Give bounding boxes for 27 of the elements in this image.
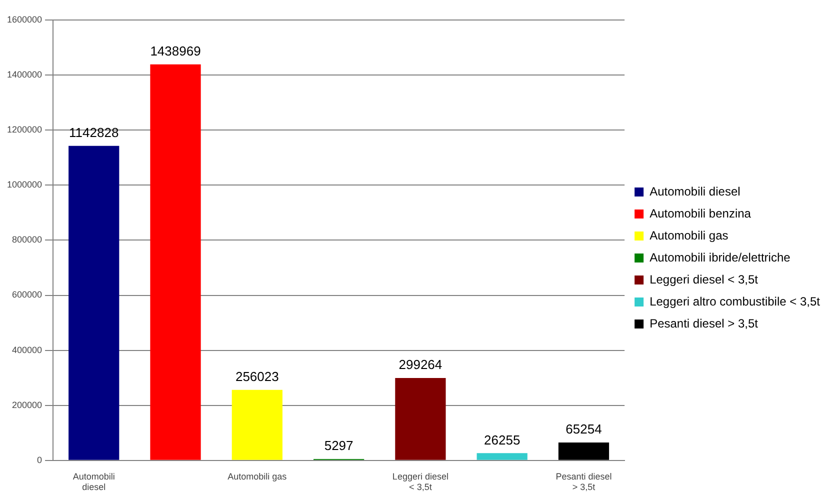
y-tick-label: 200000 xyxy=(12,400,42,410)
x-tick-label: Pesanti diesel > 3,5t xyxy=(556,471,612,492)
data-label: 26255 xyxy=(484,432,520,448)
legend-label: Automobili diesel xyxy=(650,184,740,198)
legend-label: Automobili benzina xyxy=(650,206,752,220)
data-label: 299264 xyxy=(398,357,442,372)
legend-label: Pesanti diesel > 3,5t xyxy=(650,316,759,330)
x-tick-label: Automobili gas xyxy=(228,471,288,482)
data-label: 5297 xyxy=(324,438,354,454)
legend-label: Leggeri altro combustibile < 3,5t xyxy=(650,294,821,308)
data-label: 1142828 xyxy=(69,124,119,140)
y-tick-label: 1400000 xyxy=(6,70,42,80)
x-tick-label: Leggeri diesel < 3,5t xyxy=(392,471,448,492)
data-label: 256023 xyxy=(235,369,279,384)
y-tick-label: 1600000 xyxy=(6,14,42,24)
y-tick-label: 400000 xyxy=(12,344,42,355)
legend-label: Leggeri diesel < 3,5t xyxy=(650,272,759,286)
legend-label: Automobili ibride/elettriche xyxy=(650,250,791,264)
y-tick-label: 1000000 xyxy=(6,180,42,190)
data-label: 65254 xyxy=(566,422,602,437)
y-tick-label: 1200000 xyxy=(6,124,42,135)
y-tick-label: 800000 xyxy=(12,234,42,245)
y-tick-label: 0 xyxy=(37,454,42,465)
data-label: 1438969 xyxy=(150,43,201,58)
x-tick-label: Automobili diesel xyxy=(72,471,115,492)
y-tick-label: 600000 xyxy=(12,290,42,300)
legend-label: Automobili gas xyxy=(650,228,728,242)
